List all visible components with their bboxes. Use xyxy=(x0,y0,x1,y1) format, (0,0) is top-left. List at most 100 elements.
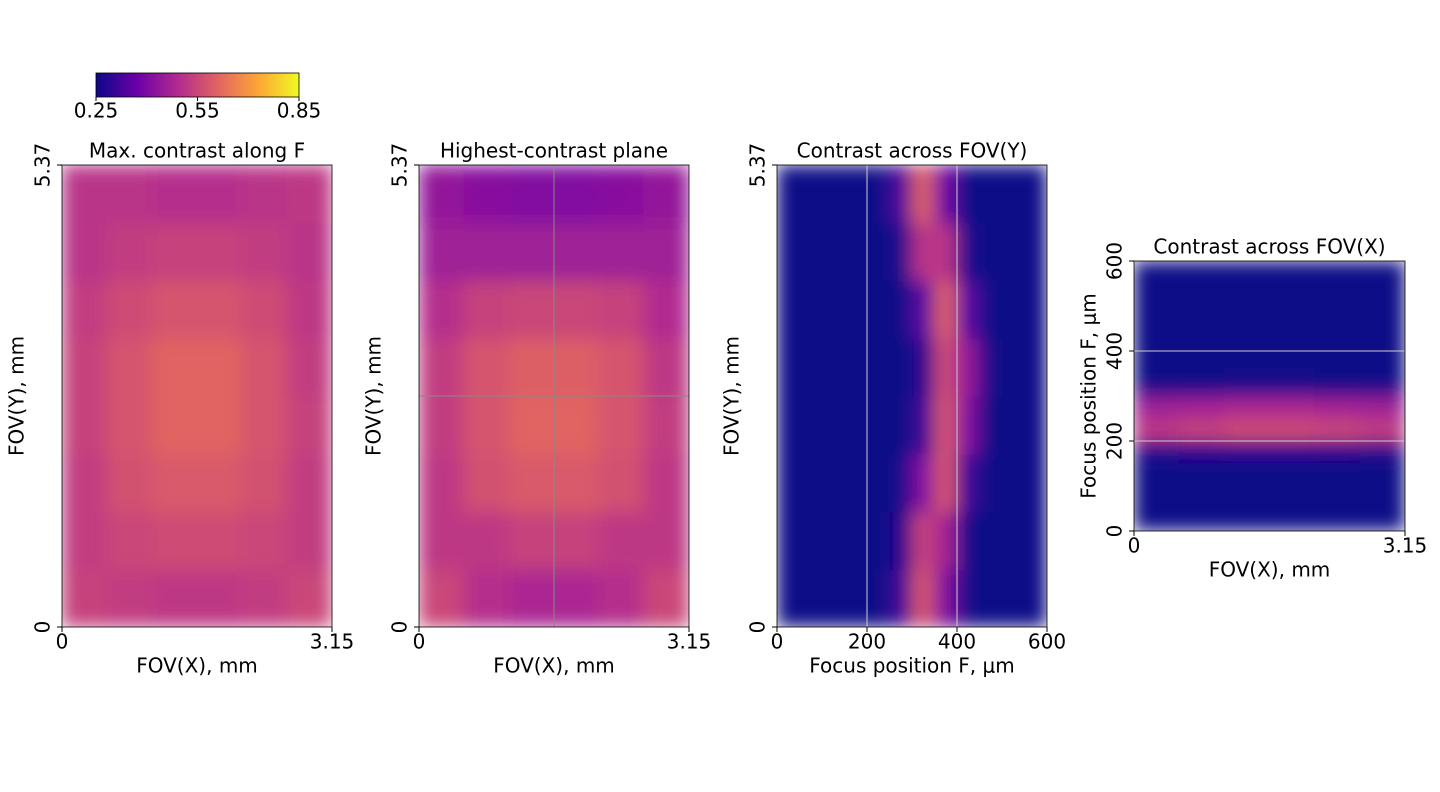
heatmap-cell xyxy=(508,395,555,455)
heatmap-cell xyxy=(1269,418,1316,442)
chart-title: Contrast across FOV(X) xyxy=(1153,235,1385,259)
heatmap-cell xyxy=(241,568,288,627)
heatmap-cell xyxy=(463,222,510,281)
heatmap-cell xyxy=(1223,283,1270,307)
heatmap-cell xyxy=(979,337,1003,397)
heatmap-cell xyxy=(463,453,510,512)
heatmap-cell xyxy=(643,453,689,512)
heatmap xyxy=(777,165,1047,627)
heatmap-cell xyxy=(1134,418,1180,442)
heatmap-cell xyxy=(866,511,890,570)
heatmap-cell xyxy=(1269,373,1316,397)
heatmap-cell xyxy=(979,568,1003,627)
heatmap-cell xyxy=(1314,328,1361,352)
heatmap-cells xyxy=(419,165,689,627)
heatmap-cell xyxy=(866,395,890,455)
heatmap-cell xyxy=(1359,261,1405,284)
x-axis-label: FOV(X), mm xyxy=(493,654,615,678)
heatmap-cell xyxy=(553,222,600,281)
heatmap-cell xyxy=(196,222,243,281)
heatmap-cell xyxy=(598,280,645,339)
heatmap-cell xyxy=(643,222,689,281)
heatmap-cell xyxy=(508,453,555,512)
heatmap-cell xyxy=(1134,373,1180,397)
heatmap-cell xyxy=(979,280,1003,339)
x-tick-label: 3.15 xyxy=(667,630,712,654)
heatmap-cell xyxy=(1134,328,1180,352)
heatmap-cell xyxy=(1134,395,1180,419)
heatmap-cell xyxy=(1001,222,1025,281)
heatmap-cell xyxy=(508,568,555,627)
heatmap-cell xyxy=(866,165,890,224)
heatmap-cell xyxy=(62,337,108,397)
heatmap-cell xyxy=(1024,337,1047,397)
heatmap-cell xyxy=(911,222,935,281)
heatmap-cell xyxy=(553,165,600,224)
heatmap-cell xyxy=(866,280,890,339)
x-tick-label: 400 xyxy=(938,630,976,654)
y-tick-label: 5.37 xyxy=(31,143,55,188)
x-tick-label: 0 xyxy=(1128,534,1141,558)
heatmap-cell xyxy=(463,280,510,339)
heatmap-cell xyxy=(1134,463,1180,487)
heatmap-cell xyxy=(934,165,958,224)
heatmap-cell xyxy=(1178,283,1225,307)
heatmap-cell xyxy=(62,511,108,570)
heatmap-cell xyxy=(508,222,555,281)
heatmap-cell xyxy=(1314,350,1361,374)
heatmap-cell xyxy=(553,511,600,570)
heatmap-cell xyxy=(1314,508,1361,531)
heatmap-cell xyxy=(1178,350,1225,374)
heatmap-cell xyxy=(106,165,153,224)
heatmap-cell xyxy=(286,337,332,397)
heatmap-cell xyxy=(553,337,600,397)
heatmap-cell xyxy=(62,222,108,281)
heatmap-cell xyxy=(1134,305,1180,329)
heatmap-cell xyxy=(643,395,689,455)
heatmap-cell xyxy=(1359,508,1405,531)
heatmap-cell xyxy=(1223,418,1270,442)
heatmap-cell xyxy=(821,222,845,281)
heatmap-cell xyxy=(844,280,868,339)
heatmap-cell xyxy=(844,453,868,512)
heatmap-cell xyxy=(956,222,980,281)
heatmap xyxy=(1134,261,1405,531)
heatmap-cell xyxy=(1024,280,1047,339)
heatmap-cell xyxy=(286,453,332,512)
heatmap-cell xyxy=(866,568,890,627)
heatmap-cell xyxy=(777,395,800,455)
heatmap-cell xyxy=(1223,508,1270,531)
axes-frame xyxy=(61,164,333,628)
heatmap-cell xyxy=(286,568,332,627)
heatmap-cell xyxy=(1024,222,1047,281)
y-tick-label: 0 xyxy=(746,621,770,634)
heatmap-cell xyxy=(508,337,555,397)
heatmap-cell xyxy=(1001,337,1025,397)
heatmap-cell xyxy=(106,568,153,627)
heatmap-cell xyxy=(286,395,332,455)
heatmap-cell xyxy=(1178,305,1225,329)
heatmap-cell xyxy=(196,395,243,455)
heatmap-cell xyxy=(1269,328,1316,352)
x-axis-label: Focus position F, μm xyxy=(809,654,1014,678)
y-axis-label: FOV(Y), mm xyxy=(720,336,744,456)
heatmap-cell xyxy=(956,395,980,455)
heatmap-cell xyxy=(643,165,689,224)
heatmap-cell xyxy=(106,453,153,512)
heatmap-cell xyxy=(1314,395,1361,419)
heatmap-cell xyxy=(911,280,935,339)
heatmap-cell xyxy=(844,337,868,397)
heatmap-cell xyxy=(889,222,913,281)
heatmap-cell xyxy=(1314,283,1361,307)
heatmap-cell xyxy=(1001,395,1025,455)
heatmap-cell xyxy=(1178,485,1225,509)
heatmap-cell xyxy=(934,222,958,281)
heatmap-cell xyxy=(1001,453,1025,512)
heatmap-cell xyxy=(777,280,800,339)
heatmap-cell xyxy=(866,337,890,397)
heatmap-cell xyxy=(1134,283,1180,307)
heatmap-cell xyxy=(1314,485,1361,509)
heatmap-cell xyxy=(821,337,845,397)
heatmap-cell xyxy=(598,395,645,455)
